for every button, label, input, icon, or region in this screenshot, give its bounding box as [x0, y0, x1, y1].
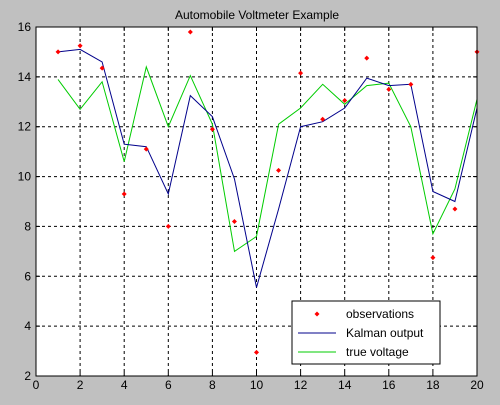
- observation-point: [165, 223, 171, 229]
- series-line-true-voltage: [57, 65, 478, 253]
- observation-point: [276, 167, 282, 173]
- chart-title: Automobile Voltmeter Example: [175, 8, 339, 22]
- y-tick-label: 10: [18, 170, 32, 184]
- x-tick-label: 0: [33, 378, 40, 392]
- observation-point: [452, 206, 458, 212]
- x-tick-label: 16: [382, 378, 396, 392]
- observation-point: [77, 43, 83, 49]
- observation-point: [298, 70, 304, 76]
- x-tick-label: 8: [209, 378, 216, 392]
- x-tick-label: 2: [77, 378, 84, 392]
- x-tick-label: 12: [294, 378, 308, 392]
- observation-point: [187, 29, 193, 35]
- y-tick-label: 16: [18, 20, 32, 34]
- x-tick-label: 10: [250, 378, 264, 392]
- x-tick-label: 20: [470, 378, 484, 392]
- y-tick-label: 8: [24, 219, 31, 233]
- series-line-kalman-output: [57, 48, 478, 288]
- observation-point: [408, 81, 414, 87]
- observation-point: [55, 49, 61, 55]
- x-tick-label: 4: [121, 378, 128, 392]
- series-layer: [55, 29, 480, 355]
- y-tick-label: 4: [24, 319, 31, 333]
- x-tick-label: 14: [338, 378, 352, 392]
- observation-point: [254, 349, 259, 355]
- observation-point: [320, 116, 326, 122]
- observation-point: [386, 86, 392, 92]
- x-tick-label: 6: [165, 378, 172, 392]
- observation-point: [364, 55, 370, 61]
- observation-point: [231, 218, 237, 224]
- legend-label: Kalman output: [346, 326, 424, 340]
- observation-point: [430, 255, 436, 261]
- observation-point: [143, 146, 149, 152]
- y-tick-label: 2: [24, 369, 31, 383]
- legend-swatch: [314, 311, 320, 317]
- observation-point: [121, 191, 127, 197]
- legend-label: true voltage: [346, 345, 409, 359]
- observation-point: [342, 98, 348, 104]
- observation-point: [99, 65, 105, 71]
- y-tick-label: 12: [18, 120, 32, 134]
- x-tick-label: 18: [426, 378, 440, 392]
- observation-point: [209, 126, 215, 132]
- legend: observations Kalman output true voltage: [291, 300, 441, 365]
- y-tick-label: 6: [24, 269, 31, 283]
- legend-label: observations: [346, 307, 414, 321]
- y-tick-label: 14: [18, 70, 32, 84]
